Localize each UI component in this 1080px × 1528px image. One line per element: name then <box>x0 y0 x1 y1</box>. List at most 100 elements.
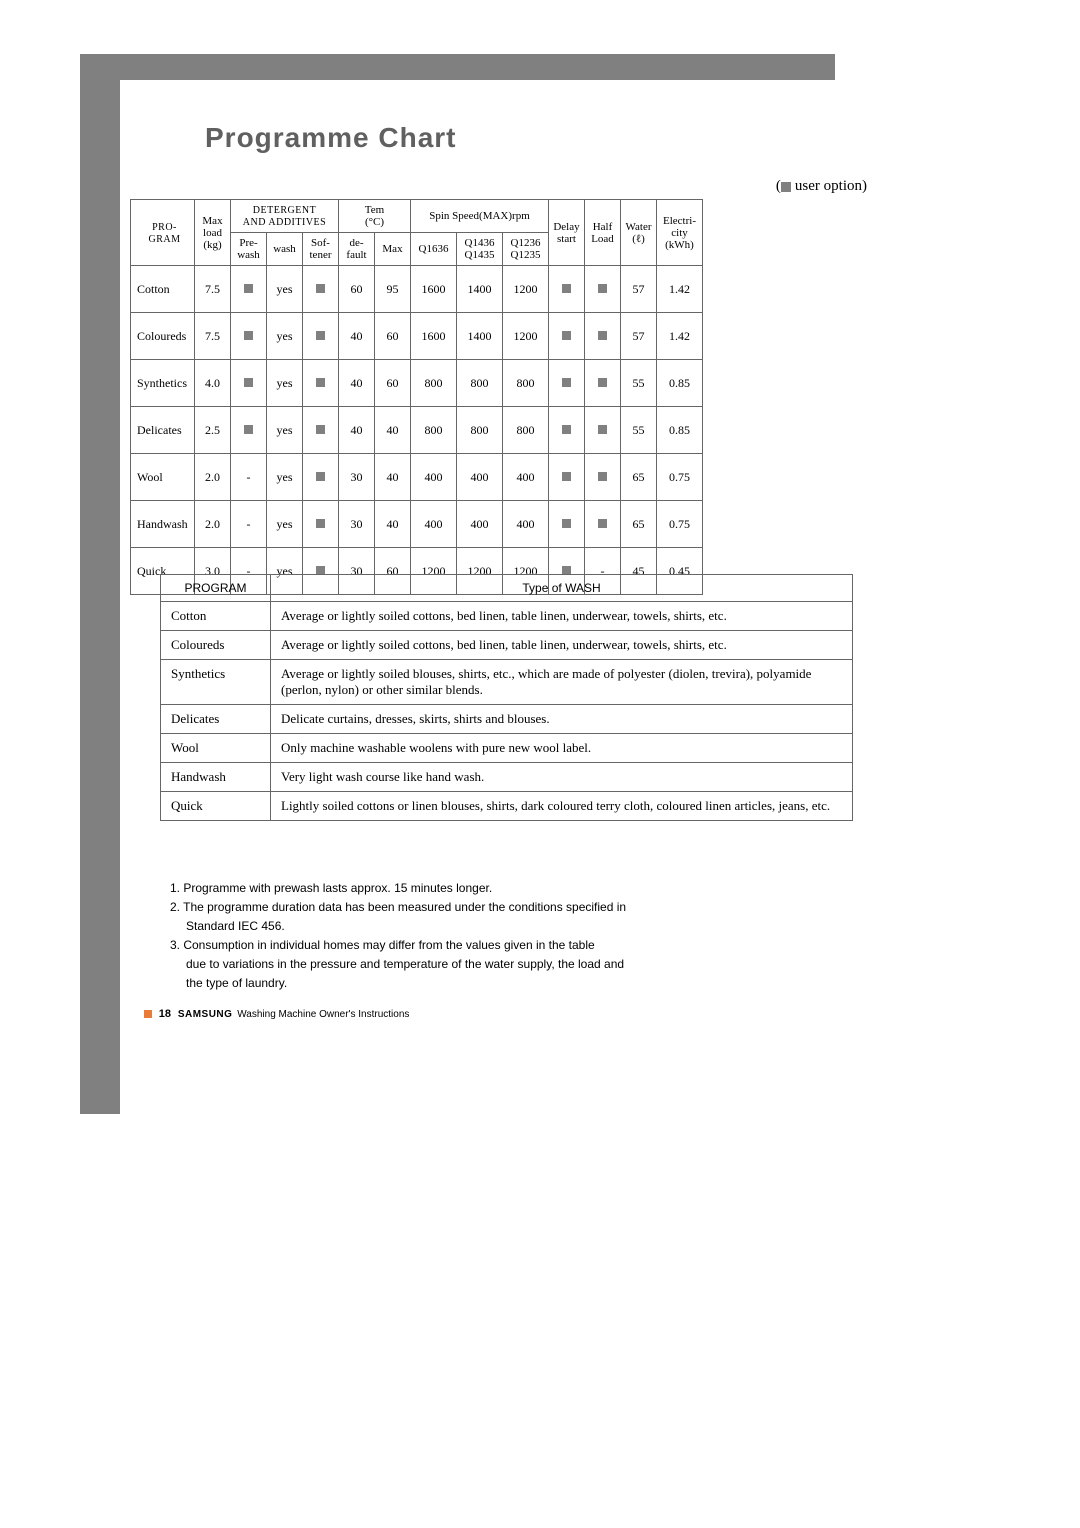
note-2b: Standard IEC 456. <box>170 917 626 935</box>
table-cell: 1400 <box>457 266 503 313</box>
option-box-icon <box>244 331 253 340</box>
table-cell: 55 <box>621 407 657 454</box>
option-box-icon <box>562 284 571 293</box>
th-default: de- fault <box>339 233 375 266</box>
table-cell: Delicates <box>131 407 195 454</box>
th-prewash: Pre- wash <box>231 233 267 266</box>
table-cell <box>231 266 267 313</box>
desc-text-cell: Lightly soiled cottons or linen blouses,… <box>271 792 853 821</box>
note-2a: 2. The programme duration data has been … <box>170 898 626 916</box>
desc-text-cell: Average or lightly soiled blouses, shirt… <box>271 660 853 705</box>
option-box-icon <box>598 331 607 340</box>
th-q1236: Q1236 Q1235 <box>503 233 549 266</box>
th-max: Max <box>375 233 411 266</box>
table-cell: - <box>231 454 267 501</box>
table-cell: 60 <box>375 313 411 360</box>
table-cell: 57 <box>621 266 657 313</box>
table-cell: 40 <box>339 313 375 360</box>
option-box-icon <box>781 182 791 192</box>
user-option-text: user option) <box>795 178 867 194</box>
option-box-icon <box>598 519 607 528</box>
table-cell <box>303 313 339 360</box>
table-cell <box>549 501 585 548</box>
table-cell: 1600 <box>411 266 457 313</box>
table-cell <box>549 360 585 407</box>
table-row: QuickLightly soiled cottons or linen blo… <box>161 792 853 821</box>
footer-square-icon <box>144 1010 152 1018</box>
programme-table: PRO- GRAM Max load (kg) DETERGENT AND AD… <box>130 199 703 595</box>
option-box-icon <box>562 519 571 528</box>
table-row: Synthetics4.0yes4060800800800550.85 <box>131 360 703 407</box>
table-cell: Coloureds <box>131 313 195 360</box>
table-cell: Wool <box>131 454 195 501</box>
desc-text-cell: Only machine washable woolens with pure … <box>271 734 853 763</box>
table-cell <box>585 266 621 313</box>
table-cell <box>549 266 585 313</box>
table-cell: 800 <box>411 407 457 454</box>
table-cell: 0.85 <box>657 360 703 407</box>
option-box-icon <box>316 284 325 293</box>
table-cell <box>303 266 339 313</box>
table-cell <box>585 313 621 360</box>
desc-program-cell: Synthetics <box>161 660 271 705</box>
table-cell <box>231 313 267 360</box>
user-option-label: (user option) <box>776 178 867 195</box>
th-water: Water (ℓ) <box>621 200 657 266</box>
table-cell: yes <box>267 313 303 360</box>
table-cell: 40 <box>339 360 375 407</box>
table-cell: 1200 <box>503 313 549 360</box>
table-cell: 60 <box>339 266 375 313</box>
desc-text-cell: Average or lightly soiled cottons, bed l… <box>271 602 853 631</box>
page-footer: 18 SAMSUNG Washing Machine Owner's Instr… <box>144 1008 409 1020</box>
table-cell: 1400 <box>457 313 503 360</box>
option-box-icon <box>316 378 325 387</box>
table-cell <box>585 407 621 454</box>
description-table: PROGRAM Type of WASH CottonAverage or li… <box>160 574 853 821</box>
table-row: ColouredsAverage or lightly soiled cotto… <box>161 631 853 660</box>
th-desc-type: Type of WASH <box>271 575 853 602</box>
th-softener: Sof- tener <box>303 233 339 266</box>
table-row: Cotton7.5yes6095160014001200571.42 <box>131 266 703 313</box>
table-cell: 57 <box>621 313 657 360</box>
table-cell: 95 <box>375 266 411 313</box>
table-cell: 1.42 <box>657 313 703 360</box>
note-3b: due to variations in the pressure and te… <box>170 955 626 973</box>
table-cell <box>303 501 339 548</box>
table-cell <box>549 313 585 360</box>
desc-program-cell: Quick <box>161 792 271 821</box>
desc-text-cell: Delicate curtains, dresses, skirts, shir… <box>271 705 853 734</box>
desc-program-cell: Wool <box>161 734 271 763</box>
programme-table-head: PRO- GRAM Max load (kg) DETERGENT AND AD… <box>131 200 703 266</box>
option-box-icon <box>562 331 571 340</box>
footer-text: Washing Machine Owner's Instructions <box>237 1009 409 1020</box>
option-box-icon <box>598 378 607 387</box>
note-3c: the type of laundry. <box>170 974 626 992</box>
table-cell: Handwash <box>131 501 195 548</box>
decorative-bar-left <box>80 54 120 1114</box>
table-cell: 0.75 <box>657 454 703 501</box>
option-box-icon <box>316 519 325 528</box>
th-q1636: Q1636 <box>411 233 457 266</box>
th-program: PRO- GRAM <box>131 200 195 266</box>
table-cell: yes <box>267 407 303 454</box>
table-row: SyntheticsAverage or lightly soiled blou… <box>161 660 853 705</box>
th-q1436: Q1436 Q1435 <box>457 233 503 266</box>
th-elec: Electri- city (kWh) <box>657 200 703 266</box>
note-3a: 3. Consumption in individual homes may d… <box>170 936 626 954</box>
table-cell: 55 <box>621 360 657 407</box>
th-half: Half Load <box>585 200 621 266</box>
page-title: Programme Chart <box>205 122 457 154</box>
table-cell: 30 <box>339 501 375 548</box>
table-cell <box>303 454 339 501</box>
document-page: Programme Chart (user option) PRO- GRAM … <box>0 0 1080 1528</box>
option-box-icon <box>316 331 325 340</box>
table-cell: 30 <box>339 454 375 501</box>
desc-program-cell: Handwash <box>161 763 271 792</box>
table-cell <box>231 360 267 407</box>
page-number: 18 <box>159 1008 171 1020</box>
table-row: HandwashVery light wash course like hand… <box>161 763 853 792</box>
option-box-icon <box>244 284 253 293</box>
option-box-icon <box>598 284 607 293</box>
desc-program-cell: Coloureds <box>161 631 271 660</box>
table-cell: - <box>231 501 267 548</box>
